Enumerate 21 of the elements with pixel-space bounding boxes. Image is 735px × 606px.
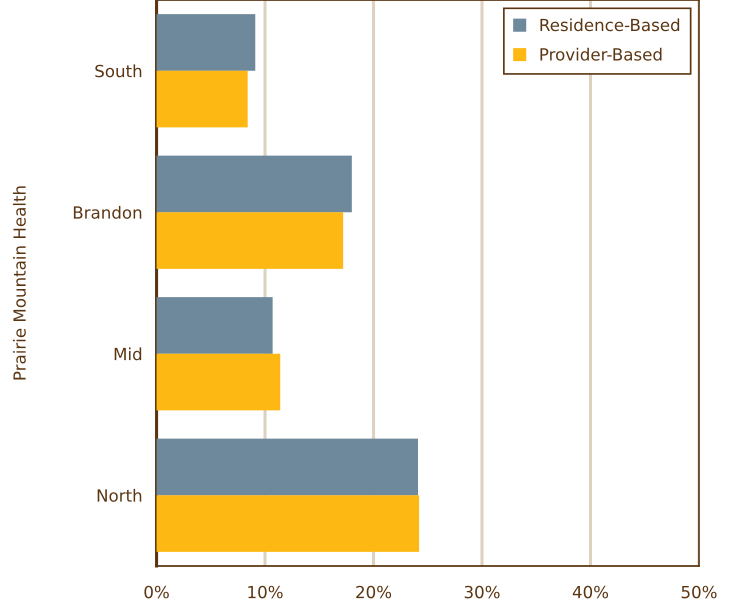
x-tick-label: 40% [572,586,608,598]
bar [156,14,256,71]
x-tick-label: 50% [682,586,717,598]
y-tick-label: Mid [114,347,142,360]
y-tick-label: North [98,488,142,502]
x-tick-label: 0% [144,586,169,598]
x-tick-label: 10% [248,586,283,598]
bar [156,438,418,496]
y-axis-title: Prairie Mountain Health [12,186,26,380]
x-tick-label: 30% [464,586,500,598]
bar [156,354,280,410]
bar [156,495,420,552]
y-tick-label: South [95,64,142,78]
bar [156,297,273,354]
y-tick-label: Brandon [74,206,142,219]
legend-label: Residence-Based [540,18,680,32]
bar [156,70,248,128]
legend-label: Provider-Based [540,48,662,61]
x-tick-label: 20% [356,586,392,598]
bar [156,212,344,269]
bar [156,156,352,212]
